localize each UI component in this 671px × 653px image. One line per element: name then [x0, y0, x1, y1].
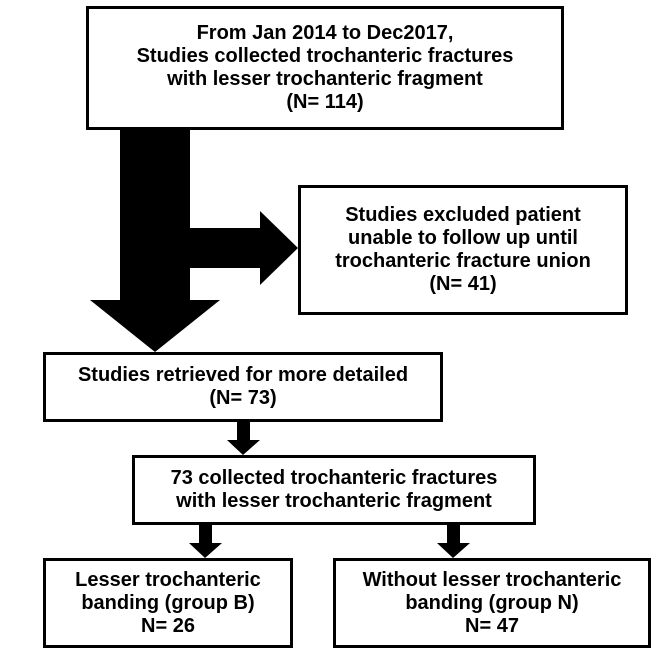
arrow-73-to-groupN — [0, 0, 671, 653]
